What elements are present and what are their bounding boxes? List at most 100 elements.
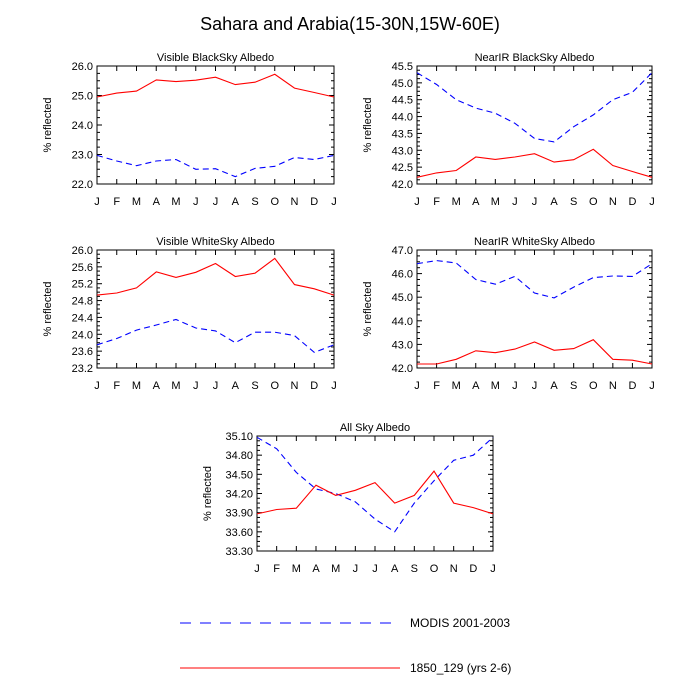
panel-title: All Sky Albedo (340, 422, 410, 434)
x-tick-label: F (113, 196, 120, 208)
x-tick-label: J (649, 196, 655, 208)
y-tick-label: 43.0 (392, 339, 413, 351)
x-tick-label: M (132, 196, 141, 208)
plot-frame (96, 249, 335, 369)
y-tick-label: 47.0 (392, 245, 413, 257)
x-tick-label: M (171, 380, 180, 392)
x-tick-label: N (291, 380, 299, 392)
chart-panel: NearIR WhiteSky Albedo % reflected 42.0 43.… (362, 236, 655, 392)
legend-label: 1850_129 (yrs 2-6) (410, 661, 511, 675)
x-tick-label: A (232, 196, 240, 208)
y-axis-label: % reflected (362, 97, 374, 152)
x-tick-label: D (310, 380, 318, 392)
y-tick-label: 25.2 (72, 279, 93, 291)
y-tick-label: 45.0 (392, 292, 413, 304)
y-tick-label: 22.0 (72, 179, 93, 191)
x-tick-label: O (589, 196, 598, 208)
y-tick-label: 44.0 (392, 316, 413, 328)
x-tick-label: A (550, 196, 558, 208)
y-tick-label: 33.90 (225, 508, 253, 520)
x-tick-label: F (433, 196, 440, 208)
x-tick-label: O (430, 563, 439, 575)
x-tick-label: D (310, 196, 318, 208)
y-tick-label: 23.2 (72, 363, 93, 375)
y-tick-label: 44.5 (392, 95, 413, 107)
x-tick-label: A (153, 380, 161, 392)
x-tick-label: A (232, 380, 240, 392)
y-tick-label: 46.0 (392, 269, 413, 281)
panel-title: NearIR BlackSky Albedo (475, 52, 595, 64)
series-line-modis (256, 436, 494, 533)
x-tick-label: J (532, 380, 538, 392)
series-line-model (416, 148, 653, 178)
x-tick-label: J (331, 380, 337, 392)
y-tick-label: 42.0 (392, 179, 413, 191)
x-tick-label: A (391, 563, 399, 575)
x-tick-label: O (270, 380, 279, 392)
x-tick-label: J (213, 380, 219, 392)
y-tick-label: 45.0 (392, 78, 413, 90)
x-tick-label: M (132, 380, 141, 392)
series-line-model (256, 470, 494, 515)
x-tick-label: J (213, 196, 219, 208)
x-tick-label: N (609, 380, 617, 392)
x-tick-label: S (570, 380, 577, 392)
y-tick-label: 25.6 (72, 262, 93, 274)
x-tick-label: A (550, 380, 558, 392)
x-tick-label: D (628, 196, 636, 208)
x-tick-label: D (469, 563, 477, 575)
x-tick-label: M (491, 196, 500, 208)
y-axis-label: % reflected (202, 466, 214, 521)
figure-title: Sahara and Arabia(15-30N,15W-60E) (200, 14, 500, 34)
x-tick-label: M (171, 196, 180, 208)
y-tick-label: 24.0 (72, 120, 93, 132)
panel-title: Visible BlackSky Albedo (157, 52, 274, 64)
series-line-model (417, 339, 653, 365)
x-tick-label: J (490, 563, 496, 575)
legend-label: MODIS 2001-2003 (410, 616, 510, 630)
x-tick-label: O (270, 196, 279, 208)
x-tick-label: S (411, 563, 418, 575)
y-tick-label: 24.8 (72, 296, 93, 308)
y-tick-label: 26.0 (72, 245, 93, 257)
x-tick-label: F (273, 563, 280, 575)
x-tick-label: O (589, 380, 598, 392)
y-tick-label: 26.0 (72, 61, 93, 73)
y-tick-label: 33.60 (225, 527, 253, 539)
x-tick-label: J (353, 563, 359, 575)
y-tick-label: 24.0 (72, 329, 93, 341)
y-tick-label: 34.80 (225, 450, 253, 462)
x-tick-label: M (331, 563, 340, 575)
series-line-modis (96, 154, 335, 178)
x-tick-label: A (312, 563, 320, 575)
y-tick-label: 34.20 (225, 489, 253, 501)
y-tick-label: 45.5 (392, 61, 413, 73)
x-tick-label: S (251, 380, 258, 392)
y-tick-label: 24.4 (72, 312, 93, 324)
x-tick-label: J (512, 196, 518, 208)
x-tick-label: J (414, 196, 420, 208)
x-tick-label: J (331, 196, 337, 208)
x-tick-label: M (452, 380, 461, 392)
y-axis-label: % reflected (42, 97, 54, 152)
y-tick-label: 23.6 (72, 346, 93, 358)
x-tick-label: M (452, 196, 461, 208)
x-tick-label: S (570, 196, 577, 208)
x-tick-label: J (512, 380, 518, 392)
chart-panel: All Sky Albedo % reflected 33.30 33.60 33.90… (202, 422, 496, 575)
plot-frame (416, 249, 653, 369)
y-axis-label: % reflected (42, 281, 54, 336)
series-line-model (96, 73, 335, 98)
legend: MODIS 2001-2003 1850_129 (yrs 2-6) (180, 616, 511, 675)
y-tick-label: 43.5 (392, 128, 413, 140)
y-tick-label: 34.50 (225, 469, 253, 481)
x-tick-label: S (251, 196, 258, 208)
x-tick-label: A (153, 196, 161, 208)
x-tick-label: J (193, 380, 199, 392)
chart-panel: Visible WhiteSky Albedo % reflected 23.2 23… (42, 236, 337, 392)
x-tick-label: F (433, 380, 440, 392)
x-tick-label: J (94, 380, 100, 392)
x-tick-label: J (532, 196, 538, 208)
x-tick-label: M (491, 380, 500, 392)
